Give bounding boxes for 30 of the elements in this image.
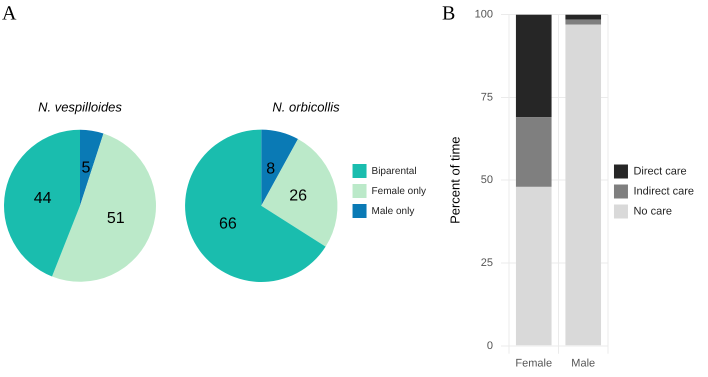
chart-title: N. vespilloides xyxy=(38,99,122,114)
y-tick-label: 100 xyxy=(474,8,493,21)
data-label: 8 xyxy=(266,160,276,178)
data-label: 26 xyxy=(289,188,308,205)
bar xyxy=(516,186,552,346)
data-label: 51 xyxy=(106,210,125,228)
legend-label: Male only xyxy=(372,206,414,217)
y-tick-label: 0 xyxy=(486,340,493,352)
bar xyxy=(516,14,552,118)
legend-label: Direct care xyxy=(633,166,687,178)
y-tick-label: 75 xyxy=(480,91,493,104)
bar xyxy=(565,24,602,346)
text: B xyxy=(442,2,456,24)
legend-label: No care xyxy=(633,206,672,218)
y-axis-title: Percent of time xyxy=(447,136,462,224)
data-label: 5 xyxy=(81,160,90,177)
legend-label: Indirect care xyxy=(633,186,694,198)
bar xyxy=(516,117,552,187)
text: A xyxy=(2,2,17,24)
data-label: 44 xyxy=(34,190,52,208)
bar xyxy=(565,20,602,25)
bar xyxy=(565,14,602,20)
legend-label: Biparental xyxy=(372,166,417,177)
x-tick-label: Female xyxy=(515,357,552,370)
y-tick-label: 25 xyxy=(480,257,493,270)
chart-title: N. orbicollis xyxy=(272,99,340,114)
y-tick-label: 50 xyxy=(480,174,493,186)
x-tick-label: Male xyxy=(571,357,596,370)
legend-label: Female only xyxy=(372,186,426,197)
data-label: 66 xyxy=(218,216,237,233)
